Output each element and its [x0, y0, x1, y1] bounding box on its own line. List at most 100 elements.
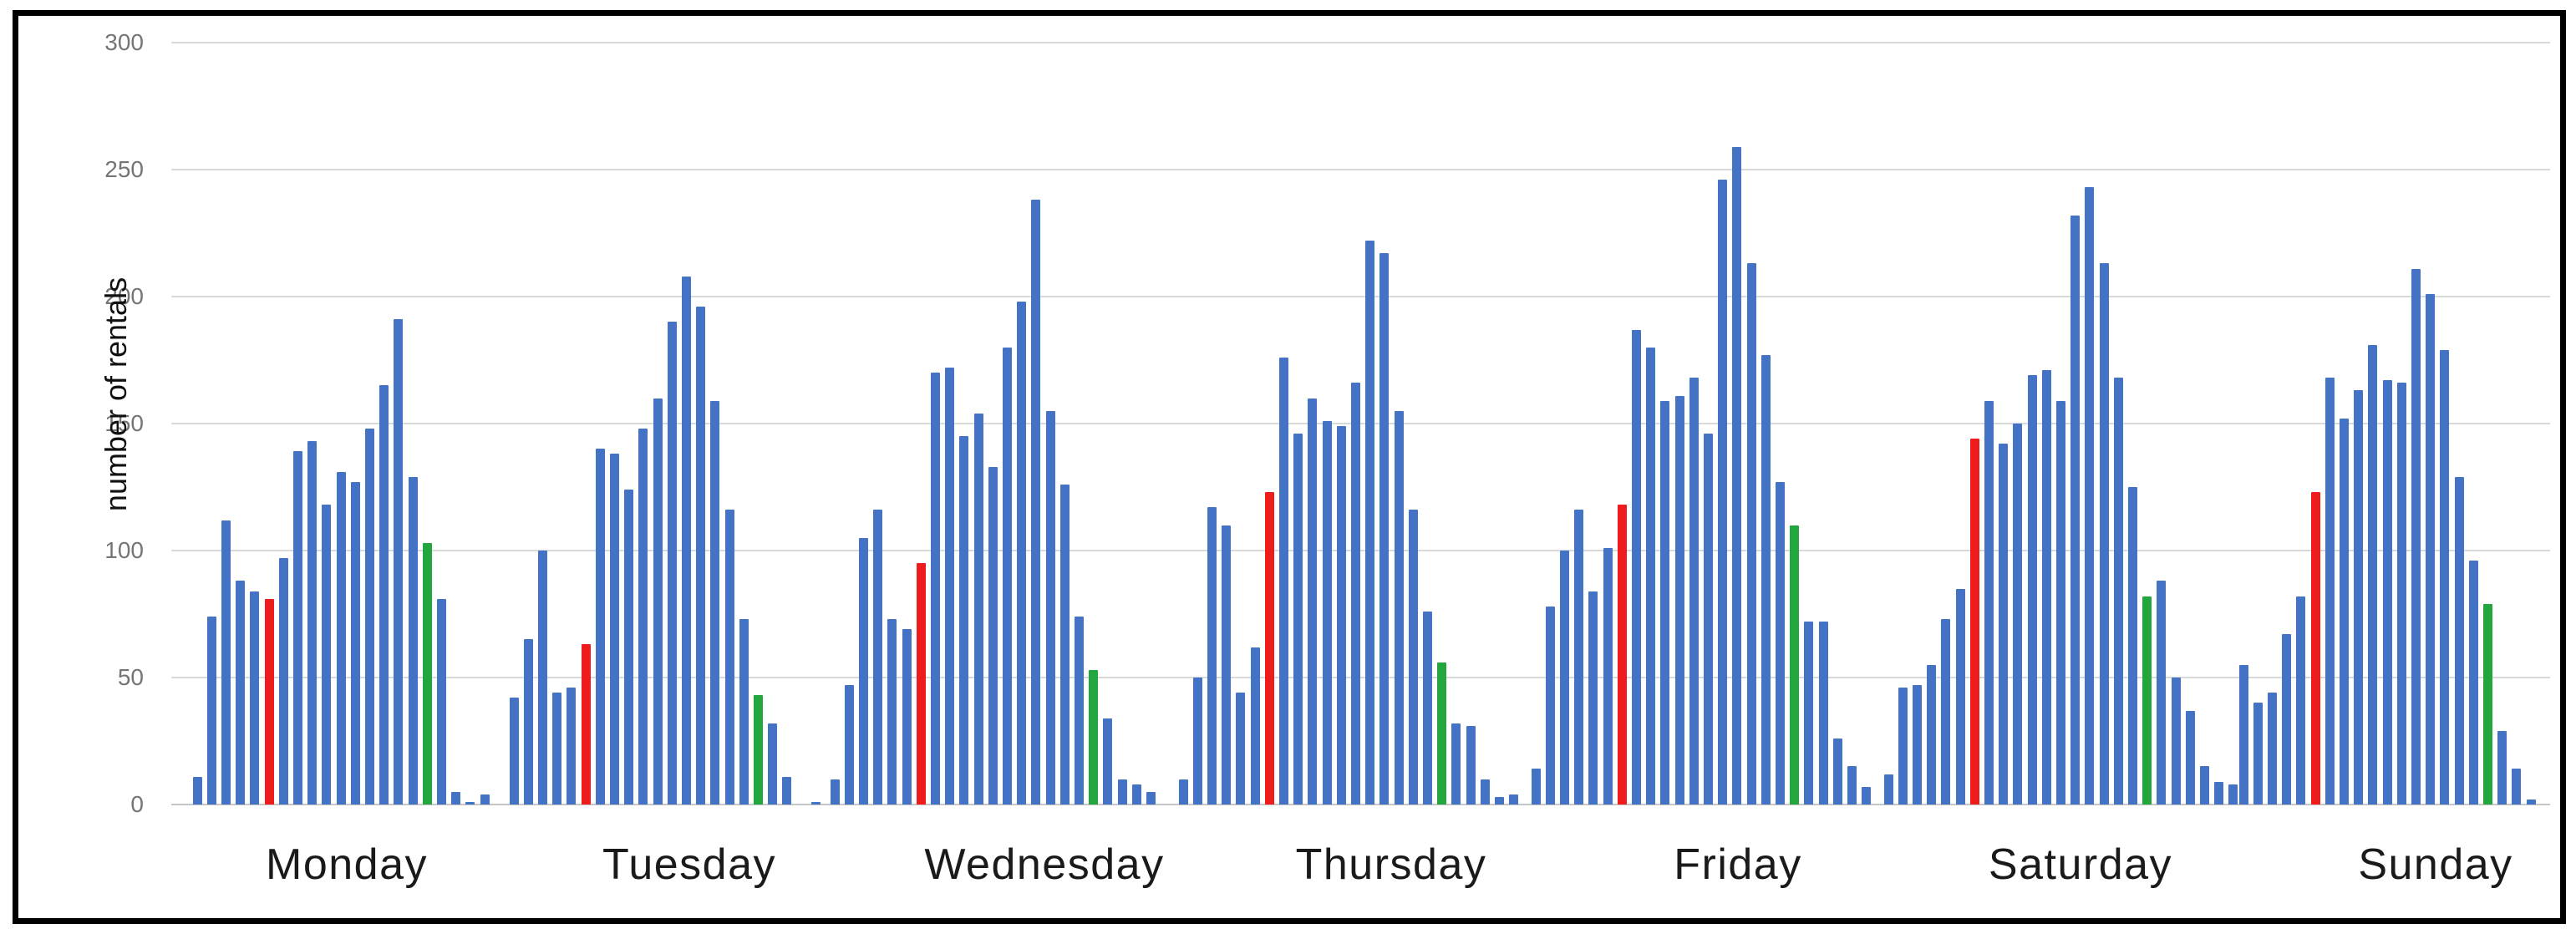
bar-thursday-10-blue: [1322, 420, 1332, 805]
bar-friday-16-blue: [1761, 354, 1771, 805]
bar-saturday-20-blue: [2171, 678, 2181, 805]
bar-sunday-6-blue: [2324, 378, 2335, 805]
x-axis-label-tuesday: Tuesday: [602, 840, 777, 889]
bar-monday-19-blue: [465, 801, 475, 805]
bar-saturday-22-blue: [2199, 766, 2209, 805]
bar-sunday-13-blue: [2426, 293, 2436, 805]
y-tick-label-200: 200: [104, 283, 144, 309]
bar-thursday-22-blue: [1494, 796, 1504, 805]
bar-friday-10-blue: [1674, 395, 1684, 805]
bar-sunday-4-blue: [2296, 596, 2306, 805]
bar-sunday-12-blue: [2411, 268, 2421, 805]
bar-friday-5-blue: [1603, 547, 1613, 805]
bar-sunday-2-blue: [2267, 693, 2277, 805]
bar-monday-8-blue: [307, 441, 318, 805]
bar-monday-4-blue: [250, 591, 260, 805]
bar-sunday-10-blue: [2382, 380, 2392, 805]
bar-friday-23-blue: [1862, 786, 1872, 805]
bar-thursday-8-blue: [1293, 434, 1303, 805]
bar-sunday-3-blue: [2282, 634, 2292, 805]
gridline-50: [171, 677, 2550, 678]
bar-thursday-18-green: [1437, 662, 1447, 805]
bar-saturday-2-blue: [1912, 685, 1922, 805]
bar-wednesday-1-blue: [844, 685, 854, 805]
bar-tuesday-1-blue: [523, 639, 533, 805]
bar-saturday-0-blue: [1883, 774, 1893, 805]
bar-saturday-1-blue: [1898, 688, 1908, 805]
bar-saturday-12-blue: [2055, 400, 2065, 805]
bar-wednesday-18-green: [1089, 669, 1099, 805]
bar-saturday-7-blue: [1984, 400, 1994, 805]
bar-saturday-8-blue: [1999, 444, 2009, 805]
bar-thursday-11-blue: [1336, 426, 1346, 805]
bar-saturday-11-blue: [2041, 370, 2051, 805]
bar-thursday-5-blue: [1250, 647, 1260, 805]
bar-saturday-24-blue: [2228, 784, 2238, 805]
bar-saturday-21-blue: [2185, 710, 2195, 805]
y-tick-label-100: 100: [104, 537, 144, 563]
bar-friday-1-blue: [1545, 606, 1555, 805]
bar-saturday-15-blue: [2099, 263, 2109, 805]
bar-friday-14-blue: [1732, 146, 1742, 805]
bar-saturday-6-red: [1969, 439, 1979, 805]
bar-saturday-4-blue: [1941, 619, 1951, 805]
bar-friday-22-blue: [1847, 766, 1857, 805]
bar-wednesday-13-blue: [1017, 302, 1027, 805]
bar-thursday-2-blue: [1207, 507, 1217, 805]
bar-tuesday-7-blue: [609, 454, 619, 805]
bar-wednesday-2-blue: [858, 537, 868, 805]
bar-tuesday-2-blue: [537, 551, 547, 805]
bar-thursday-9-blue: [1308, 398, 1318, 805]
bar-tuesday-10-blue: [653, 398, 663, 805]
bar-wednesday-5-blue: [902, 629, 912, 805]
bar-monday-16-green: [422, 542, 432, 805]
bar-saturday-3-blue: [1927, 664, 1937, 805]
bar-wednesday-12-blue: [1002, 347, 1012, 805]
bar-sunday-11-blue: [2396, 383, 2406, 805]
bar-thursday-23-blue: [1509, 794, 1519, 805]
x-axis-line: [171, 804, 2550, 805]
bar-tuesday-19-blue: [782, 776, 792, 805]
bar-tuesday-11-blue: [667, 322, 677, 805]
bar-friday-2-blue: [1559, 551, 1569, 805]
bar-monday-18-blue: [451, 791, 461, 805]
bar-tuesday-3-blue: [552, 693, 562, 805]
bar-friday-13-blue: [1718, 180, 1728, 805]
bar-friday-17-blue: [1775, 481, 1785, 805]
bar-sunday-18-blue: [2497, 730, 2507, 805]
bar-saturday-14-blue: [2085, 187, 2095, 805]
bar-sunday-19-blue: [2512, 769, 2522, 805]
gridline-250: [171, 169, 2550, 170]
bar-monday-15-blue: [408, 476, 418, 805]
bar-thursday-14-blue: [1379, 253, 1390, 805]
bar-wednesday-4-blue: [887, 619, 897, 805]
bar-wednesday-14-blue: [1031, 200, 1041, 805]
bar-monday-17-blue: [436, 598, 446, 805]
bar-tuesday-5-red: [581, 644, 591, 805]
bar-wednesday-3-blue: [873, 510, 883, 805]
bar-wednesday-19-blue: [1103, 718, 1113, 805]
bar-saturday-13-blue: [2070, 215, 2081, 805]
x-axis-label-monday: Monday: [266, 840, 428, 889]
bar-tuesday-14-blue: [710, 400, 720, 805]
bar-tuesday-6-blue: [595, 449, 605, 805]
bar-monday-0-blue: [192, 776, 202, 805]
bar-thursday-3-blue: [1222, 525, 1232, 805]
bar-friday-8-blue: [1646, 347, 1656, 805]
y-tick-label-250: 250: [104, 156, 144, 182]
bar-friday-4-blue: [1588, 591, 1598, 805]
bar-saturday-18-green: [2142, 596, 2152, 805]
bar-wednesday-0-blue: [830, 779, 840, 805]
bar-sunday-15-blue: [2454, 476, 2464, 805]
bar-friday-18-green: [1790, 525, 1800, 805]
bar-tuesday-12-blue: [681, 276, 691, 805]
bar-sunday-14-blue: [2440, 349, 2450, 805]
bar-saturday-9-blue: [2013, 424, 2023, 805]
y-tick-label-50: 50: [117, 664, 144, 690]
bar-monday-2-blue: [221, 520, 231, 805]
bar-wednesday-17-blue: [1074, 617, 1084, 805]
y-tick-label-0: 0: [130, 791, 144, 817]
bar-monday-14-blue: [394, 319, 404, 805]
